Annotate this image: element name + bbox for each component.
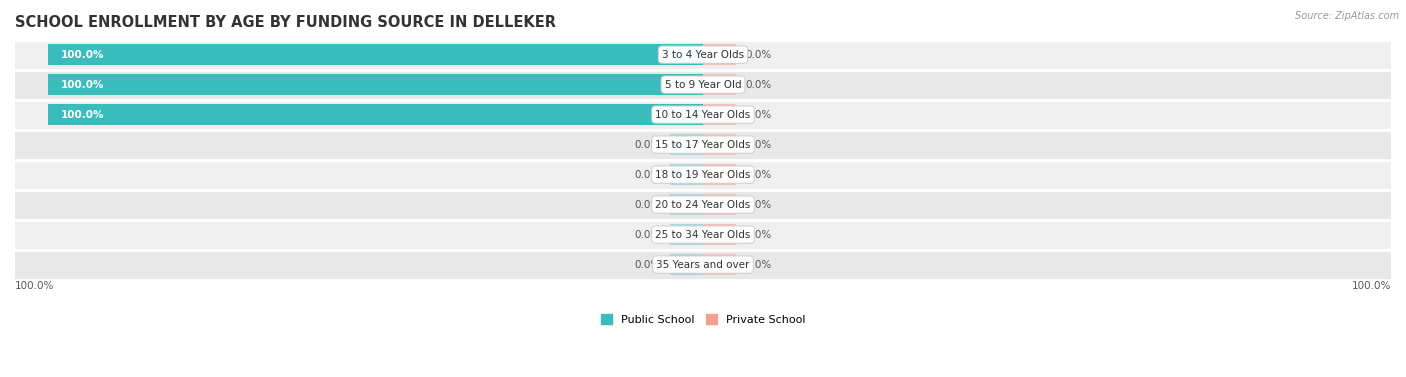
Text: 0.0%: 0.0% xyxy=(745,50,772,60)
Bar xyxy=(671,164,703,185)
Text: 100.0%: 100.0% xyxy=(60,50,104,60)
Text: Source: ZipAtlas.com: Source: ZipAtlas.com xyxy=(1295,11,1399,21)
Bar xyxy=(671,134,703,155)
Text: 100.0%: 100.0% xyxy=(60,80,104,90)
Bar xyxy=(15,159,1391,190)
Bar xyxy=(703,224,735,245)
Text: 18 to 19 Year Olds: 18 to 19 Year Olds xyxy=(655,170,751,179)
Bar xyxy=(15,130,1391,159)
Text: 0.0%: 0.0% xyxy=(745,260,772,270)
Text: 0.0%: 0.0% xyxy=(634,199,661,210)
Bar xyxy=(703,74,735,95)
Bar xyxy=(15,70,1391,100)
Text: 0.0%: 0.0% xyxy=(634,230,661,239)
Text: 3 to 4 Year Olds: 3 to 4 Year Olds xyxy=(662,50,744,60)
Text: 100.0%: 100.0% xyxy=(1351,281,1391,291)
Bar xyxy=(15,100,1391,130)
Bar xyxy=(703,194,735,215)
Bar xyxy=(15,250,1391,280)
Legend: Public School, Private School: Public School, Private School xyxy=(596,309,810,329)
Text: 0.0%: 0.0% xyxy=(634,139,661,150)
Text: 0.0%: 0.0% xyxy=(745,170,772,179)
Text: SCHOOL ENROLLMENT BY AGE BY FUNDING SOURCE IN DELLEKER: SCHOOL ENROLLMENT BY AGE BY FUNDING SOUR… xyxy=(15,15,555,30)
Bar xyxy=(15,219,1391,250)
Bar xyxy=(671,254,703,275)
Text: 20 to 24 Year Olds: 20 to 24 Year Olds xyxy=(655,199,751,210)
Bar xyxy=(671,224,703,245)
Text: 0.0%: 0.0% xyxy=(634,260,661,270)
Bar xyxy=(15,190,1391,219)
Bar xyxy=(48,104,703,126)
Text: 0.0%: 0.0% xyxy=(634,170,661,179)
Bar xyxy=(703,104,735,126)
Bar xyxy=(703,254,735,275)
Text: 0.0%: 0.0% xyxy=(745,110,772,120)
Bar xyxy=(671,194,703,215)
Text: 0.0%: 0.0% xyxy=(745,199,772,210)
Bar xyxy=(703,134,735,155)
Text: 25 to 34 Year Olds: 25 to 34 Year Olds xyxy=(655,230,751,239)
Text: 0.0%: 0.0% xyxy=(745,80,772,90)
Bar xyxy=(703,44,735,65)
Text: 0.0%: 0.0% xyxy=(745,230,772,239)
Text: 100.0%: 100.0% xyxy=(15,281,55,291)
Bar xyxy=(48,74,703,95)
Bar xyxy=(48,44,703,65)
Bar xyxy=(15,40,1391,70)
Text: 0.0%: 0.0% xyxy=(745,139,772,150)
Text: 100.0%: 100.0% xyxy=(60,110,104,120)
Text: 5 to 9 Year Old: 5 to 9 Year Old xyxy=(665,80,741,90)
Text: 10 to 14 Year Olds: 10 to 14 Year Olds xyxy=(655,110,751,120)
Text: 35 Years and over: 35 Years and over xyxy=(657,260,749,270)
Bar xyxy=(703,164,735,185)
Text: 15 to 17 Year Olds: 15 to 17 Year Olds xyxy=(655,139,751,150)
